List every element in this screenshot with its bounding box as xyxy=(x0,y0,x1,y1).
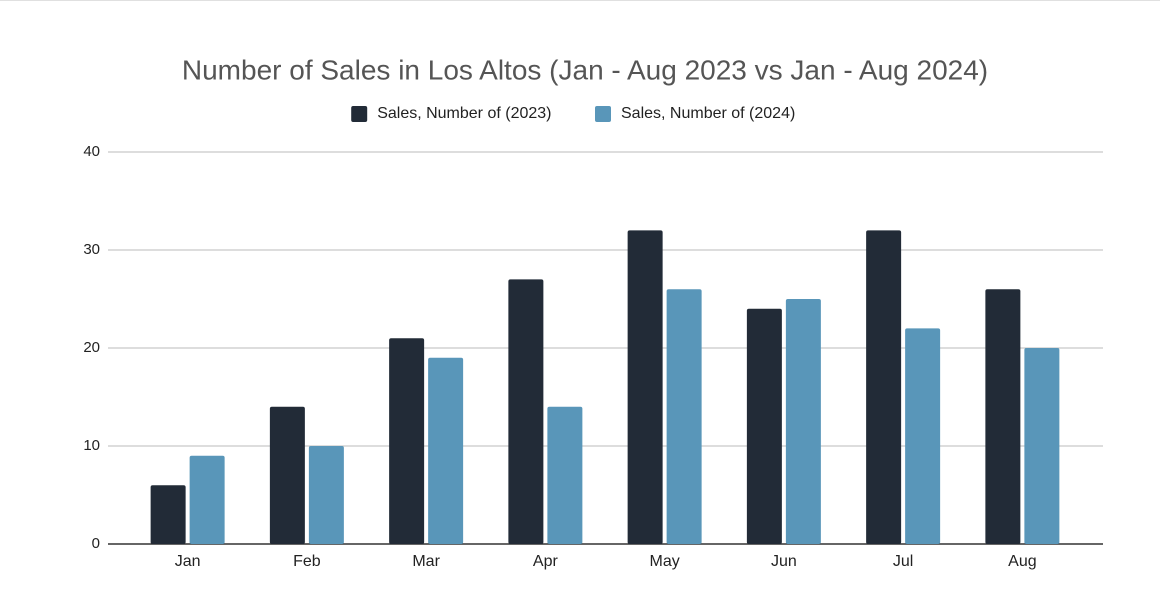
x-tick-label: Mar xyxy=(412,553,440,570)
legend-swatch xyxy=(595,106,611,122)
x-tick-label: Jun xyxy=(771,553,797,570)
bar xyxy=(627,230,663,544)
x-tick-label: Aug xyxy=(1008,553,1036,570)
legend-label: Sales, Number of (2023) xyxy=(377,105,551,122)
legend-label: Sales, Number of (2024) xyxy=(621,105,795,122)
legend-swatch xyxy=(351,106,368,122)
x-tick-label: Jan xyxy=(175,553,201,570)
y-tick-label: 30 xyxy=(83,241,100,258)
bar xyxy=(905,328,941,544)
bar xyxy=(308,446,344,544)
x-tick-label: Jul xyxy=(893,553,913,570)
bar xyxy=(866,230,902,544)
bar xyxy=(150,485,186,544)
bar xyxy=(189,455,225,544)
y-tick-label: 40 xyxy=(83,143,100,160)
bar xyxy=(666,289,702,544)
bar xyxy=(269,406,305,544)
x-tick-label: Apr xyxy=(533,553,559,570)
bar xyxy=(389,338,425,544)
bar xyxy=(547,406,583,544)
y-tick-label: 20 xyxy=(83,339,100,356)
bar xyxy=(785,299,821,544)
x-tick-label: May xyxy=(650,553,680,570)
y-tick-label: 0 xyxy=(92,535,100,552)
bar xyxy=(1024,348,1060,544)
chart-title: Number of Sales in Los Altos (Jan - Aug … xyxy=(182,54,988,85)
bar xyxy=(428,357,464,544)
bar xyxy=(985,289,1021,544)
x-tick-label: Feb xyxy=(293,553,321,570)
bar xyxy=(746,308,782,544)
y-tick-label: 10 xyxy=(83,437,100,454)
bar xyxy=(508,279,544,544)
